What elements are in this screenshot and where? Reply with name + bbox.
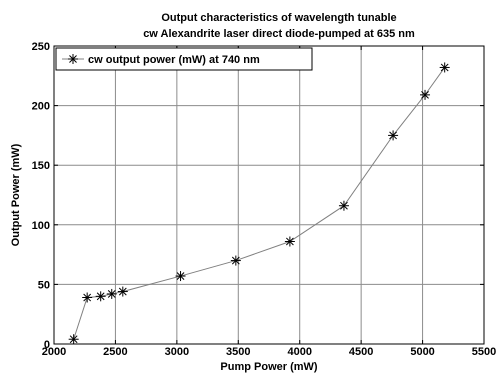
y-tick-label: 100 bbox=[32, 220, 50, 232]
grid bbox=[54, 46, 484, 344]
data-point bbox=[388, 130, 399, 141]
y-tick-label: 250 bbox=[32, 41, 50, 53]
legend-marker bbox=[68, 54, 78, 64]
axis-ticks: 2000 2500 3000 3500 4000 4500 5000 5500 0 50 100 15… bbox=[32, 41, 496, 358]
data-point bbox=[95, 291, 106, 302]
chart-title-line-1: Output characteristics of wavelength tun… bbox=[161, 12, 396, 24]
y-tick-label: 150 bbox=[32, 160, 50, 172]
data-point bbox=[420, 89, 431, 100]
x-axis-label: Pump Power (mW) bbox=[220, 361, 318, 373]
y-tick-label: 200 bbox=[32, 101, 50, 113]
legend-label: cw output power (mW) at 740 nm bbox=[88, 54, 260, 66]
data-point bbox=[106, 288, 117, 299]
series-line bbox=[73, 67, 446, 340]
x-tick-label: 4000 bbox=[287, 346, 311, 358]
x-tick-label: 4500 bbox=[349, 346, 373, 358]
legend-asterisk bbox=[68, 54, 78, 64]
y-tick-label: 0 bbox=[44, 339, 50, 351]
x-tick-label: 2500 bbox=[103, 346, 127, 358]
x-tick-label: 3000 bbox=[165, 346, 189, 358]
data-point bbox=[68, 334, 79, 345]
x-tick-label: 5000 bbox=[410, 346, 434, 358]
data-point bbox=[230, 255, 241, 266]
y-tick-label: 50 bbox=[38, 279, 50, 291]
x-tick-label: 2000 bbox=[42, 346, 66, 358]
data-point bbox=[175, 271, 186, 282]
data-point bbox=[117, 286, 128, 297]
data-point bbox=[284, 236, 295, 247]
x-tick-label: 5500 bbox=[472, 346, 496, 358]
data-point bbox=[439, 62, 450, 73]
chart-title-line-2: cw Alexandrite laser direct diode-pumped… bbox=[143, 28, 415, 40]
legend: cw output power (mW) at 740 nm bbox=[55, 47, 313, 71]
data-point bbox=[82, 292, 93, 303]
legend-box bbox=[55, 47, 313, 71]
plot-area bbox=[53, 45, 485, 345]
x-tick-label: 3500 bbox=[226, 346, 250, 358]
y-axis-label: Output Power (mW) bbox=[10, 143, 22, 246]
data-series bbox=[68, 62, 450, 345]
data-point bbox=[338, 200, 349, 211]
